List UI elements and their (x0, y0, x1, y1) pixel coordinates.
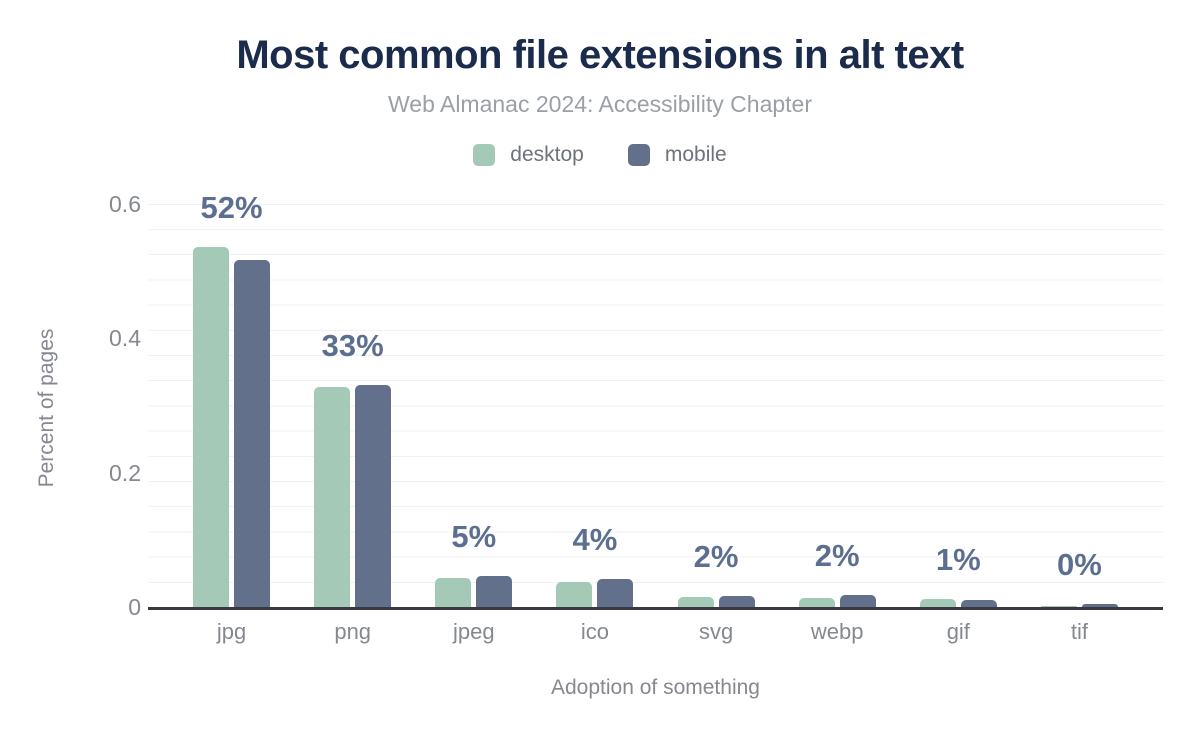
value-label-jpeg: 5% (451, 519, 497, 555)
y-tick-label: 0.4 (109, 325, 141, 352)
bar-pair-jpeg (413, 576, 534, 607)
mobile-bar-tif[interactable] (1081, 604, 1118, 607)
x-tick-label-png: png (334, 619, 372, 644)
mobile-bar-svg[interactable] (718, 596, 755, 607)
desktop-bar-webp[interactable] (798, 598, 835, 607)
y-tick-label: 0.6 (109, 191, 141, 217)
mobile-bar-ico[interactable] (597, 578, 634, 607)
desktop-bar-svg[interactable] (677, 596, 714, 607)
bar-group-gif: 1% gif (898, 182, 1019, 644)
value-label-webp: 2% (814, 537, 860, 573)
mobile-bar-jpeg[interactable] (476, 576, 513, 607)
mobile-bar-webp[interactable] (839, 594, 876, 607)
x-tick-label-ico: ico (580, 619, 609, 644)
bar-group-png: 33% png (292, 182, 413, 644)
bar-group-svg: 2% svg (656, 182, 777, 644)
x-tick-label-webp: webp (810, 619, 864, 644)
bar-pair-webp (777, 594, 898, 607)
legend-swatch-desktop (473, 144, 496, 166)
desktop-bar-tif[interactable] (1040, 606, 1077, 607)
bar-pair-png (292, 384, 413, 607)
legend: desktop mobile (0, 143, 1200, 167)
x-axis-title: Adoption of something (551, 676, 760, 699)
desktop-bar-jpeg[interactable] (435, 578, 472, 607)
y-tick-label: 0.2 (109, 459, 141, 486)
bar-group-jpg: 52% jpg (171, 182, 292, 644)
bar-pair-jpg (171, 247, 292, 607)
bar-pair-ico (534, 578, 655, 607)
plot-area: 52% jpg 33% png 5% jpeg 4% ico 2% svg 2% webp 1% gif 0… (148, 182, 1163, 644)
bar-groups: 52% jpg 33% png 5% jpeg 4% ico 2% svg 2% webp 1% gif 0… (171, 182, 1140, 644)
x-tick-label-tif: tif (1070, 619, 1088, 644)
value-label-svg: 2% (693, 539, 739, 575)
bar-group-ico: 4% ico (534, 182, 655, 644)
x-tick-label-jpeg: jpeg (453, 619, 495, 644)
bar-pair-tif (1019, 604, 1140, 607)
mobile-bar-png[interactable] (355, 384, 392, 607)
chart-title: Most common file extensions in alt text (236, 33, 964, 77)
value-label-tif: 0% (1057, 547, 1102, 583)
x-tick-label-jpg: jpg (216, 619, 247, 644)
legend-label-desktop: desktop (510, 143, 584, 166)
value-label-png: 33% (321, 327, 384, 363)
bar-group-jpeg: 5% jpeg (413, 182, 534, 644)
legend-swatch-mobile (627, 144, 650, 166)
legend-item-mobile[interactable]: mobile (627, 143, 727, 167)
chart-subtitle: Web Almanac 2024: Accessibility Chapter (387, 91, 813, 117)
desktop-bar-png[interactable] (314, 386, 351, 607)
y-tick-label: 0 (128, 594, 141, 620)
mobile-bar-jpg[interactable] (234, 259, 271, 607)
bar-group-webp: 2% webp (777, 182, 898, 644)
desktop-bar-jpg[interactable] (193, 247, 230, 607)
legend-label-mobile: mobile (664, 143, 727, 166)
legend-item-desktop[interactable]: desktop (473, 143, 584, 167)
value-label-jpg: 52% (200, 190, 263, 225)
mobile-bar-gif[interactable] (960, 600, 997, 607)
x-axis-line (148, 607, 1163, 610)
x-tick-label-gif: gif (946, 619, 970, 644)
desktop-bar-ico[interactable] (556, 582, 593, 607)
bar-group-tif: 0% tif (1019, 182, 1140, 644)
bar-pair-gif (898, 598, 1019, 607)
value-label-gif: 1% (935, 541, 981, 577)
x-tick-label-svg: svg (698, 619, 734, 644)
desktop-bar-gif[interactable] (919, 598, 956, 607)
value-label-ico: 4% (572, 521, 618, 557)
bar-pair-svg (656, 596, 777, 607)
